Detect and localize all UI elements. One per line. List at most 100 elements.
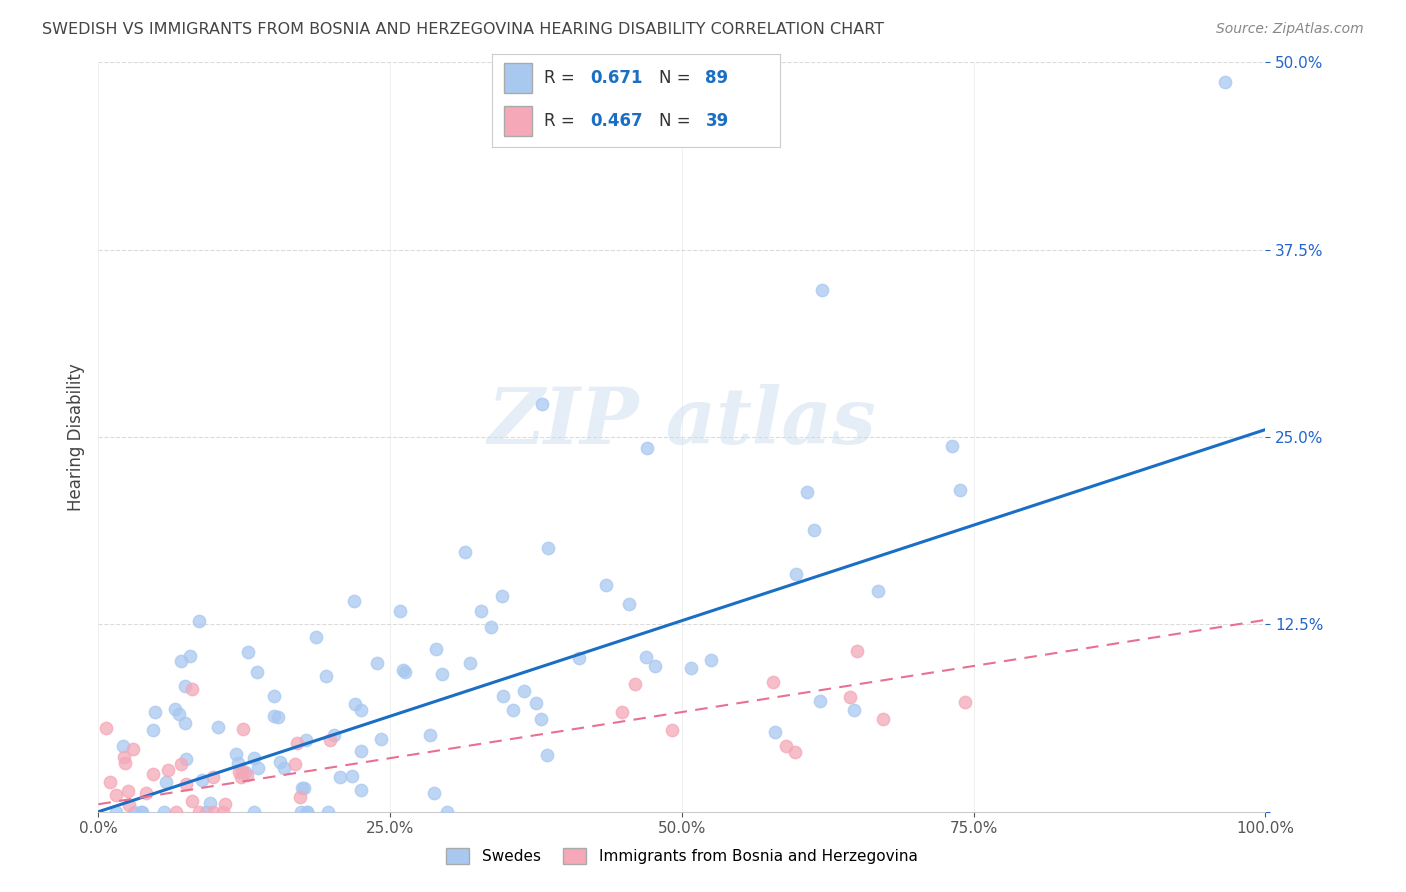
Point (370, 732, 392, 747)
Point (644, 659, 666, 673)
Text: R =: R = (544, 69, 581, 87)
Point (423, 786, 446, 800)
Point (112, 749, 135, 764)
Point (170, 757, 193, 772)
Point (872, 712, 894, 726)
Point (948, 483, 970, 498)
Point (163, 702, 186, 716)
Point (785, 566, 807, 581)
Point (419, 728, 441, 742)
Point (246, 665, 269, 679)
Point (233, 764, 256, 779)
Point (188, 805, 211, 819)
Point (269, 756, 291, 770)
Point (775, 739, 797, 754)
Point (131, 805, 153, 819)
Point (305, 630, 328, 644)
Text: Source: ZipAtlas.com: Source: ZipAtlas.com (1216, 22, 1364, 37)
Point (636, 649, 658, 664)
Point (366, 656, 388, 670)
Point (530, 712, 553, 726)
Point (135, 786, 157, 800)
Point (285, 736, 308, 750)
Point (267, 710, 290, 724)
Point (121, 742, 143, 756)
Point (636, 441, 658, 455)
Point (122, 805, 145, 819)
Point (808, 694, 831, 708)
Point (436, 805, 458, 819)
Text: ZIP atlas: ZIP atlas (488, 384, 876, 460)
Point (329, 770, 352, 784)
Point (316, 805, 339, 819)
Point (117, 784, 139, 798)
Point (284, 756, 307, 771)
Point (201, 770, 224, 784)
Point (394, 665, 416, 679)
Point (152, 805, 174, 819)
Point (228, 765, 250, 780)
Point (174, 752, 197, 766)
Point (157, 763, 180, 777)
Point (955, 695, 977, 709)
Point (201, 805, 224, 819)
Point (112, 739, 135, 754)
Text: SWEDISH VS IMMIGRANTS FROM BOSNIA AND HERZEGOVINA HEARING DISABILITY CORRELATION: SWEDISH VS IMMIGRANTS FROM BOSNIA AND HE… (42, 22, 884, 37)
Point (174, 679, 197, 693)
Point (941, 439, 963, 453)
Point (350, 783, 373, 797)
Point (491, 689, 513, 703)
Point (142, 767, 165, 781)
Text: N =: N = (659, 69, 696, 87)
Point (114, 756, 136, 771)
Bar (503, 63, 533, 93)
Point (811, 283, 834, 297)
Point (174, 777, 197, 791)
Point (226, 756, 249, 770)
Point (661, 723, 683, 738)
Point (595, 577, 617, 591)
Point (198, 797, 221, 811)
Point (243, 751, 266, 765)
Point (699, 653, 721, 667)
Point (170, 654, 193, 668)
Point (294, 780, 316, 795)
Point (131, 805, 153, 819)
Point (323, 728, 346, 742)
Point (568, 651, 591, 665)
Point (343, 593, 366, 607)
Text: 0.671: 0.671 (591, 69, 643, 87)
Point (236, 645, 259, 659)
Point (762, 675, 785, 690)
Point (236, 767, 259, 781)
Point (190, 772, 212, 787)
Point (612, 705, 634, 719)
Point (212, 805, 235, 819)
Point (263, 709, 285, 723)
Point (681, 661, 703, 675)
Point (315, 669, 337, 683)
Point (173, 715, 195, 730)
Point (318, 733, 340, 747)
Point (194, 805, 217, 819)
Point (263, 689, 285, 703)
Point (288, 790, 311, 805)
Point (350, 703, 373, 717)
Point (388, 604, 411, 618)
Point (94, 721, 117, 735)
Text: 39: 39 (706, 112, 728, 130)
Point (479, 620, 502, 634)
Point (530, 397, 553, 411)
Point (207, 720, 229, 734)
Bar (503, 106, 533, 136)
Point (512, 684, 534, 698)
Point (796, 485, 818, 500)
Y-axis label: Hearing Disability: Hearing Disability (66, 363, 84, 511)
Text: 0.467: 0.467 (591, 112, 643, 130)
Point (165, 805, 187, 819)
Point (350, 744, 373, 758)
Point (454, 544, 477, 558)
Point (491, 589, 513, 603)
Point (225, 747, 247, 761)
Text: R =: R = (544, 112, 581, 130)
